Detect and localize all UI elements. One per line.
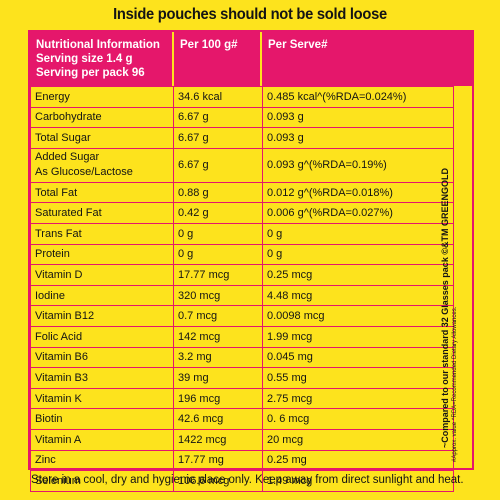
value-per-100g: 34.6 kcal bbox=[173, 86, 263, 108]
table-row: Vitamin A 1422 mcg 20 mcg bbox=[30, 428, 454, 451]
value-per-100g: 106.6 mcg bbox=[173, 470, 263, 492]
value-per-100g: 320 mcg bbox=[173, 284, 263, 307]
nutrient-name: Vitamin B12 bbox=[30, 305, 174, 327]
value-per-100g: 0 g bbox=[173, 243, 263, 266]
page-heading: Inside pouches should not be sold loose bbox=[113, 6, 387, 23]
value-per-serve: 0.0098 mcg bbox=[262, 305, 454, 327]
value-per-serve: 0.25 mg bbox=[262, 449, 454, 472]
table-row: Vitamin B12 0.7 mcg 0.0098 mcg bbox=[30, 305, 454, 327]
nutrient-name: Trans Fat bbox=[30, 222, 174, 245]
table-row: Energy 34.6 kcal 0.485 kcal^(%RDA=0.024%) bbox=[30, 86, 454, 108]
value-per-serve: 0.093 g bbox=[262, 127, 454, 149]
table-row: Total Fat 0.88 g 0.012 g^(%RDA=0.018%) bbox=[30, 181, 454, 204]
nutrition-table: Energy 34.6 kcal 0.485 kcal^(%RDA=0.024%) C… bbox=[30, 86, 454, 492]
nutrient-name: Added Sugar As Glucose/Lactose bbox=[30, 147, 174, 183]
value-per-serve: 1.49 mcg bbox=[262, 470, 454, 492]
table-row: Saturated Fat 0.42 g 0.006 g^(%RDA=0.027%) bbox=[30, 202, 454, 224]
value-per-100g: 0.7 mcg bbox=[173, 305, 263, 327]
table-header: Nutritional Information Serving size 1.4… bbox=[30, 32, 472, 86]
header-nutrition-info: Nutritional Information Serving size 1.4… bbox=[36, 38, 196, 80]
nutrient-name-line: As Glucose/Lactose bbox=[35, 166, 133, 179]
value-per-serve: 0.093 g^(%RDA=0.19%) bbox=[262, 147, 454, 183]
value-per-serve: 0.55 mg bbox=[262, 367, 454, 389]
header-divider bbox=[260, 32, 262, 86]
table-row: Vitamin K 196 mcg 2.75 mcg bbox=[30, 387, 454, 410]
value-per-100g: 0 g bbox=[173, 222, 263, 245]
nutrient-name: Biotin bbox=[30, 408, 174, 430]
nutrient-name-line: Added Sugar bbox=[35, 151, 100, 164]
side-note-comparison: ~Compared to our standard 32 Glasses pac… bbox=[440, 168, 450, 448]
value-per-100g: 0.42 g bbox=[173, 202, 263, 224]
table-row: Total Sugar 6.67 g 0.093 g bbox=[30, 127, 454, 149]
value-per-serve: 0 g bbox=[262, 243, 454, 266]
header-title: Nutritional Information bbox=[36, 39, 160, 51]
value-per-100g: 1422 mcg bbox=[173, 428, 263, 451]
nutrient-name: Vitamin K bbox=[30, 387, 174, 410]
table-row: Vitamin B3 39 mg 0.55 mg bbox=[30, 367, 454, 389]
nutrient-name: Total Fat bbox=[30, 181, 174, 204]
value-per-serve: 0.093 g bbox=[262, 106, 454, 129]
nutrient-name: Vitamin B6 bbox=[30, 346, 174, 369]
table-row: Vitamin B6 3.2 mg 0.045 mg bbox=[30, 346, 454, 369]
header-serving-size: Serving size 1.4 g bbox=[36, 53, 133, 65]
nutrient-name: Saturated Fat bbox=[30, 202, 174, 224]
header-per-100g: Per 100 g# bbox=[180, 39, 238, 51]
value-per-serve: 0.485 kcal^(%RDA=0.024%) bbox=[262, 86, 454, 108]
value-per-100g: 17.77 mcg bbox=[173, 264, 263, 286]
table-row: Folic Acid 142 mcg 1.99 mcg bbox=[30, 325, 454, 348]
value-per-serve: 4.48 mcg bbox=[262, 284, 454, 307]
value-per-100g: 142 mcg bbox=[173, 325, 263, 348]
header-per-serve: Per Serve# bbox=[268, 39, 328, 51]
value-per-serve: 0.006 g^(%RDA=0.027%) bbox=[262, 202, 454, 224]
table-row: Iodine 320 mcg 4.48 mcg bbox=[30, 284, 454, 307]
nutrient-name: Total Sugar bbox=[30, 127, 174, 149]
header-divider bbox=[172, 32, 174, 86]
value-per-100g: 17.77 mg bbox=[173, 449, 263, 472]
nutrient-name: Vitamin D bbox=[30, 264, 174, 286]
value-per-serve: 0.045 mg bbox=[262, 346, 454, 369]
table-row: Added Sugar As Glucose/Lactose 6.67 g 0.093… bbox=[30, 147, 454, 183]
value-per-100g: 0.88 g bbox=[173, 181, 263, 204]
table-row: Zinc 17.77 mg 0.25 mg bbox=[30, 449, 454, 472]
nutrient-name: Iodine bbox=[30, 284, 174, 307]
value-per-100g: 3.2 mg bbox=[173, 346, 263, 369]
value-per-100g: 39 mg bbox=[173, 367, 263, 389]
nutrient-name: Vitamin B3 bbox=[30, 367, 174, 389]
value-per-100g: 6.67 g bbox=[173, 147, 263, 183]
table-row: Vitamin D 17.77 mcg 0.25 mcg bbox=[30, 264, 454, 286]
nutrient-name: Protein bbox=[30, 243, 174, 266]
nutrient-name: Zinc bbox=[30, 449, 174, 472]
value-per-serve: 20 mcg bbox=[262, 428, 454, 451]
nutrition-panel: Nutritional Information Serving size 1.4… bbox=[28, 30, 474, 492]
table-row: Carbohydrate 6.67 g 0.093 g bbox=[30, 106, 454, 129]
nutrient-name: Folic Acid bbox=[30, 325, 174, 348]
value-per-serve: 0.25 mcg bbox=[262, 264, 454, 286]
table-row: Biotin 42.6 mcg 0. 6 mcg bbox=[30, 408, 454, 430]
value-per-serve: 0.012 g^(%RDA=0.018%) bbox=[262, 181, 454, 204]
value-per-100g: 196 mcg bbox=[173, 387, 263, 410]
value-per-serve: 2.75 mcg bbox=[262, 387, 454, 410]
storage-instructions: Store in a cool, dry and hygienic place … bbox=[31, 474, 464, 486]
header-servings-per-pack: Serving per pack 96 bbox=[36, 67, 145, 79]
value-per-100g: 6.67 g bbox=[173, 106, 263, 129]
value-per-serve: 0. 6 mcg bbox=[262, 408, 454, 430]
side-note-footnotes: #Approx. value ^RDA=Recommended Dietary … bbox=[452, 306, 458, 462]
value-per-serve: 0 g bbox=[262, 222, 454, 245]
table-row: Selenium 106.6 mcg 1.49 mcg bbox=[30, 470, 454, 492]
nutrient-name: Carbohydrate bbox=[30, 106, 174, 129]
nutrient-name: Vitamin A bbox=[30, 428, 174, 451]
nutrient-name: Energy bbox=[30, 86, 174, 108]
value-per-serve: 1.99 mcg bbox=[262, 325, 454, 348]
value-per-100g: 6.67 g bbox=[173, 127, 263, 149]
value-per-100g: 42.6 mcg bbox=[173, 408, 263, 430]
